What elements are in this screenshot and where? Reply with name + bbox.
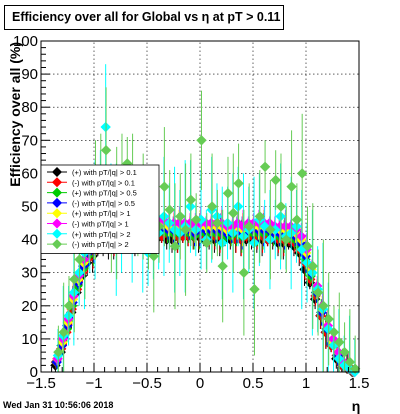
data-point <box>334 337 345 348</box>
legend: (+) with pT/|q| > 0.1(-) with pT/|q| > 0… <box>40 164 160 254</box>
chart-title: Efficiency over all for Global vs η at p… <box>4 5 284 30</box>
data-point <box>74 254 85 265</box>
x-tick-label: 1.5 <box>349 375 370 392</box>
data-point <box>201 237 212 249</box>
y-tick-label: 10 <box>21 331 38 348</box>
data-point <box>169 241 181 252</box>
data-point <box>296 168 308 179</box>
y-tick-label: 40 <box>21 232 38 249</box>
data-point <box>212 217 223 229</box>
y-tick-label: 100 <box>13 33 38 50</box>
legend-marker <box>52 167 62 177</box>
data-point <box>270 174 281 186</box>
data-point <box>312 287 324 298</box>
legend-label: (+) with pT/|q| > 2 <box>72 230 131 239</box>
legend-entry: (+) with pT/|q| > 1 <box>47 208 131 219</box>
data-point <box>196 135 207 146</box>
legend-entry: (-) with pT/|q| > 1 <box>47 218 129 229</box>
data-point <box>217 260 228 272</box>
data-point <box>53 346 64 358</box>
legend-entry: (-) with pT/|q| > 0.5 <box>47 197 135 208</box>
x-tick-label: −0.5 <box>132 375 162 392</box>
data-point <box>63 300 75 311</box>
x-tick-label: 0 <box>196 375 204 392</box>
legend-entry: (+) with pT/|q| > 0.1 <box>47 167 137 177</box>
data-point <box>180 224 191 235</box>
y-tick-label: 90 <box>21 66 38 83</box>
data-point <box>100 145 112 156</box>
legend-marker <box>52 197 62 208</box>
data-point <box>69 274 80 285</box>
data-point <box>275 201 287 212</box>
data-point <box>302 241 313 252</box>
y-tick-label: 20 <box>21 298 38 315</box>
data-point <box>233 178 244 189</box>
data-point <box>190 214 202 225</box>
legend-marker <box>52 187 62 198</box>
legend-label: (-) with pT/|q| > 2 <box>72 240 129 249</box>
y-axis-label: Efficiency over all (%) <box>7 42 23 187</box>
legend-marker <box>52 218 62 229</box>
data-point <box>265 224 276 235</box>
legend-label: (-) with pT/|q| > 1 <box>72 220 129 229</box>
data-point <box>259 161 271 172</box>
data-point <box>318 300 329 311</box>
legend-marker <box>52 208 62 219</box>
y-tick-label: 70 <box>21 132 38 149</box>
data-point <box>222 188 234 199</box>
data-point <box>339 346 350 358</box>
data-point <box>164 204 175 216</box>
legend-entry: (+) with pT/|q| > 2 <box>47 228 131 239</box>
legend-label: (+) with pT/|q| > 1 <box>72 209 131 218</box>
data-point <box>254 211 265 222</box>
data-point <box>175 211 186 222</box>
series <box>53 87 361 374</box>
data-point <box>323 313 334 325</box>
data-point <box>349 363 361 374</box>
x-tick-label: 0.5 <box>243 375 264 392</box>
data-point <box>286 181 297 192</box>
data-point <box>344 356 356 368</box>
data-point <box>185 194 197 206</box>
x-axis-label: η <box>352 398 361 414</box>
legend-marker <box>52 239 62 250</box>
data-point <box>238 267 250 278</box>
legend-entry: (-) with pT/|q| > 0.1 <box>47 177 135 188</box>
legend-box <box>40 164 160 254</box>
legend-entry: (-) with pT/|q| > 2 <box>47 239 129 250</box>
y-tick-label: 60 <box>21 165 38 182</box>
data-point <box>291 214 303 225</box>
legend-label: (+) with pT/|q| > 0.1 <box>72 168 137 177</box>
y-tick-label: 50 <box>21 199 38 216</box>
legend-label: (+) with pT/|q| > 0.5 <box>72 189 137 198</box>
y-tick-label: 30 <box>21 265 38 282</box>
data-point <box>281 234 292 245</box>
legend-marker <box>52 177 62 188</box>
data-point <box>58 327 69 338</box>
data-point <box>228 207 239 219</box>
data-point <box>307 260 318 272</box>
data-point <box>328 327 340 338</box>
legend-label: (-) with pT/|q| > 0.5 <box>72 199 135 208</box>
data-point <box>243 221 255 232</box>
x-tick-label: −1 <box>85 375 102 392</box>
y-tick-label: 0 <box>30 364 38 381</box>
x-tick-label: 1 <box>302 375 310 392</box>
data-point <box>122 158 133 169</box>
data-point <box>249 284 260 295</box>
data-point <box>159 181 170 192</box>
legend-label: (-) with pT/|q| > 0.1 <box>72 178 135 187</box>
legend-entry: (+) with pT/|q| > 0.5 <box>47 187 137 198</box>
data-point <box>206 201 218 212</box>
timestamp: Wed Jan 31 10:56:06 2018 <box>3 400 114 410</box>
x-tick-label: −1.5 <box>26 375 56 392</box>
y-tick-label: 80 <box>21 99 38 116</box>
legend-marker <box>52 228 62 239</box>
